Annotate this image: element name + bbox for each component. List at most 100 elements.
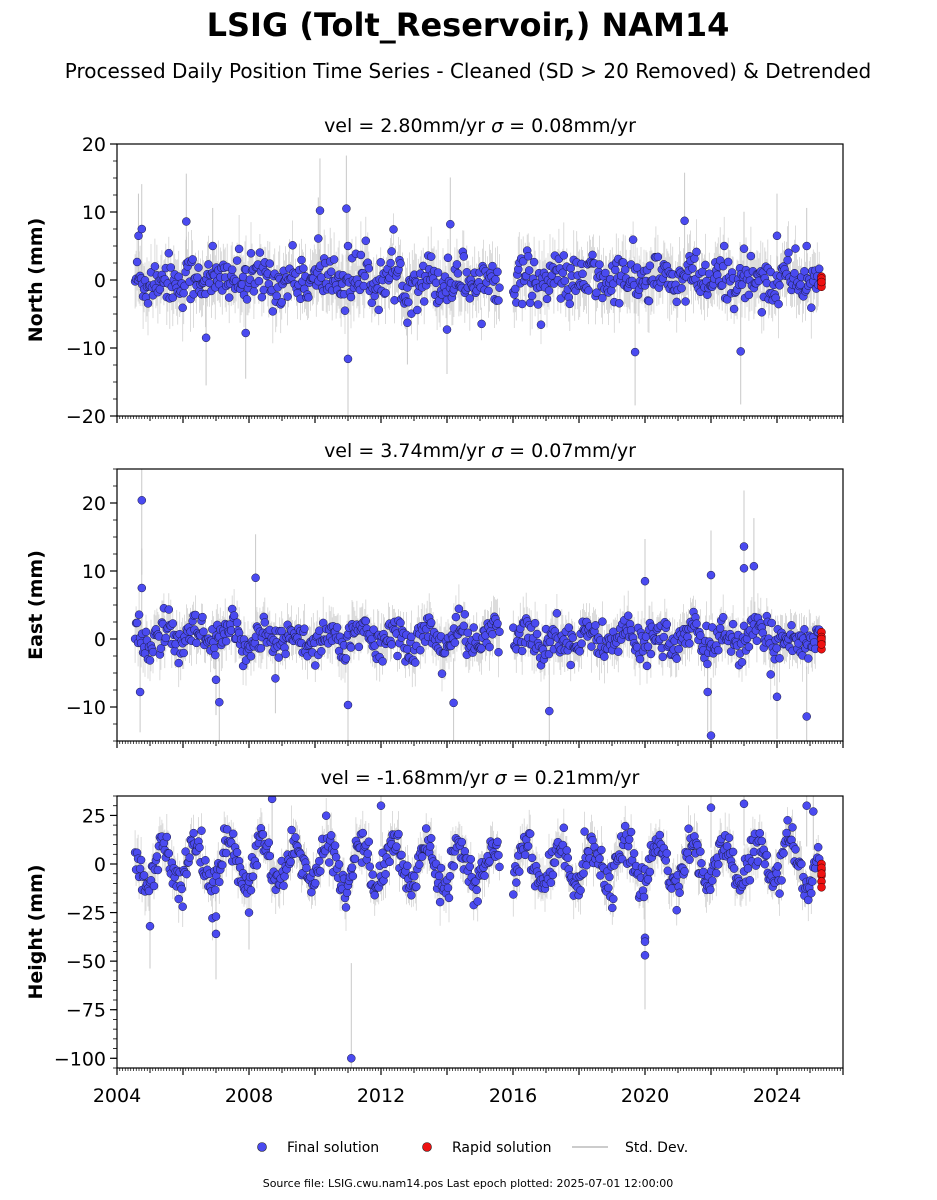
final-point [494,647,503,657]
final-outlier-point [134,231,143,241]
final-point [460,847,470,856]
final-point [642,661,652,671]
final-point [618,258,628,267]
final-point [443,883,453,893]
final-point [529,257,539,267]
final-point [584,286,593,295]
final-outlier-point [545,706,554,716]
final-point [723,257,733,267]
final-outlier-point [343,241,353,251]
final-point [258,830,268,839]
final-point [232,618,242,627]
final-point [443,253,453,263]
final-point [772,643,781,653]
final-point [404,297,413,307]
final-point [620,821,630,831]
final-point [767,618,776,628]
final-point [272,291,281,301]
final-point [311,661,320,670]
final-point [495,862,504,872]
sigma-symbol: σ [491,115,504,137]
final-point [644,296,654,306]
velocity-text: vel = 2.80mm/yr [324,115,491,137]
final-point [299,264,308,273]
final-outlier-point [137,496,147,505]
final-outlier-point [809,807,818,816]
final-point [279,881,288,890]
final-point [745,876,755,885]
final-point [515,867,524,876]
final-point [156,644,166,653]
final-point [255,248,265,257]
final-point [525,298,535,308]
final-outlier-point [267,796,277,804]
final-point [288,241,297,250]
final-point [189,828,198,838]
final-point [493,619,502,628]
final-point [728,847,738,857]
final-point [577,639,586,648]
final-point [663,866,673,876]
final-point [246,652,256,661]
final-point [433,268,443,277]
final-outlier-point [706,731,716,740]
final-point [674,644,683,654]
final-point [762,850,772,860]
final-point [257,292,267,302]
final-point [348,871,358,881]
final-point [413,305,422,315]
final-point [752,636,762,646]
final-point [729,864,739,873]
north-panel: 20 10 0 −10 −20 vel = 2.80mm/yr σ = 0.08mm/yr… [25,115,844,428]
final-point [639,892,649,902]
final-point [426,834,436,843]
final-point [509,890,518,899]
final-point [417,852,427,861]
final-outlier-point [211,929,221,939]
final-point [155,285,165,294]
y-tick-label: −25 [66,903,106,925]
final-point [645,261,655,270]
final-point [701,260,710,270]
final-point [211,650,220,660]
final-point [164,605,174,614]
final-point [218,860,227,870]
final-point [334,860,344,869]
final-point [635,654,645,664]
final-outlier-point [772,231,782,241]
final-point [281,649,290,659]
final-point [280,872,289,881]
final-outlier-point [802,801,811,810]
final-point [188,255,197,264]
final-point [378,657,387,666]
final-point [517,299,527,309]
velocity-text: vel = 3.74mm/yr [324,440,491,462]
final-point [369,625,378,634]
rapid-point [817,869,826,878]
final-point [192,638,201,648]
final-point [277,298,286,307]
final-point [685,639,694,648]
final-point [346,643,356,652]
final-point [523,841,533,851]
final-point [714,860,723,869]
final-point [222,825,232,834]
final-point [459,252,469,261]
final-point [800,625,809,634]
final-outlier-point [706,570,716,580]
final-point [626,827,636,837]
final-outlier-point [376,801,386,810]
final-point [565,299,575,309]
final-point [777,876,786,885]
final-point [374,305,383,315]
final-point [321,811,331,820]
final-point [215,877,224,887]
final-point [465,294,475,303]
final-point [703,659,712,669]
final-point [136,855,146,865]
final-point [595,854,604,863]
final-point [722,841,732,851]
final-point [493,837,502,847]
final-point [596,871,605,880]
final-point [566,660,575,670]
